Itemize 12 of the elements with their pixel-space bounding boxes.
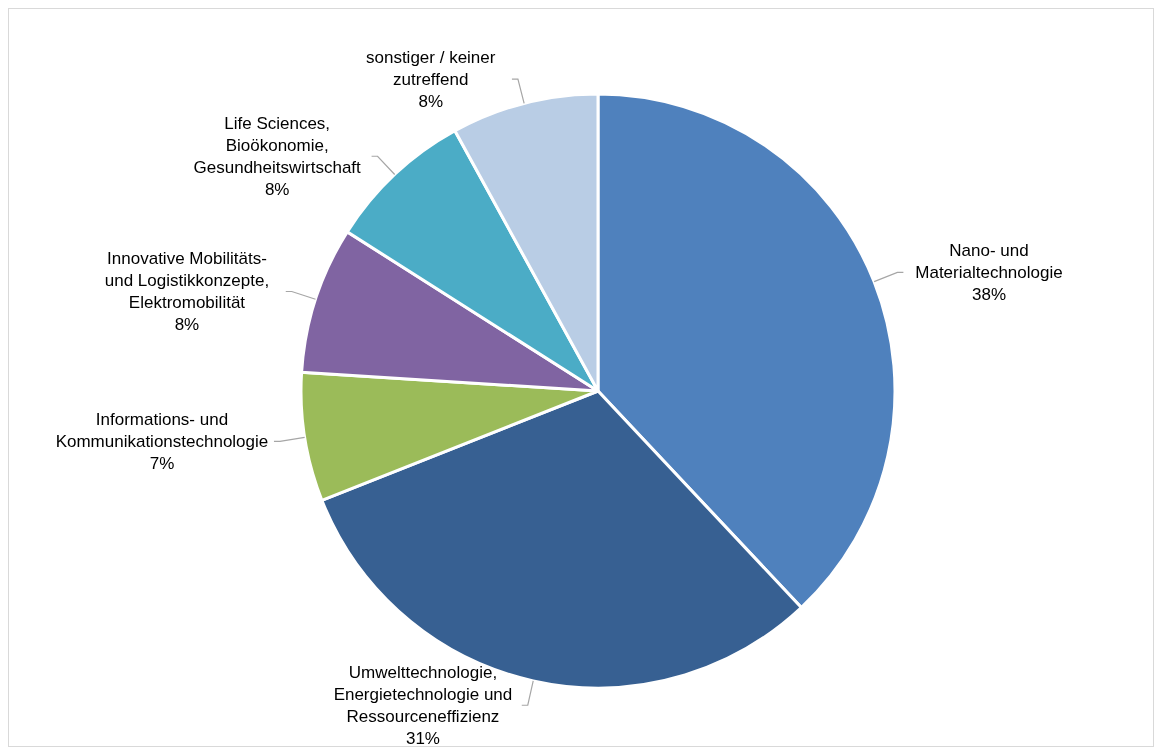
slice-label: Innovative Mobilitäts- und Logistikkonzepte, Elektromobilität [104,249,270,313]
data-label: 8% [418,92,444,112]
slice-label: Umwelttechnologie, Energietechnologie und Ressourceneffizienz [333,663,513,727]
data-label: 38% [971,285,1006,305]
data-label: 7% [149,454,175,474]
data-label: 31% [405,729,440,749]
data-label: 8% [174,315,200,335]
data-label: 8% [264,180,290,200]
slice-label: Life Sciences, Bioökonomie, Gesundheitswirtschaft [193,114,362,178]
slice-label: Nano- und Materialtechnologie [915,241,1063,283]
slice-label: sonstiger / keiner zutreffend [366,48,496,90]
slice-label: Informations- und Kommunikationstechnologie [55,410,269,452]
